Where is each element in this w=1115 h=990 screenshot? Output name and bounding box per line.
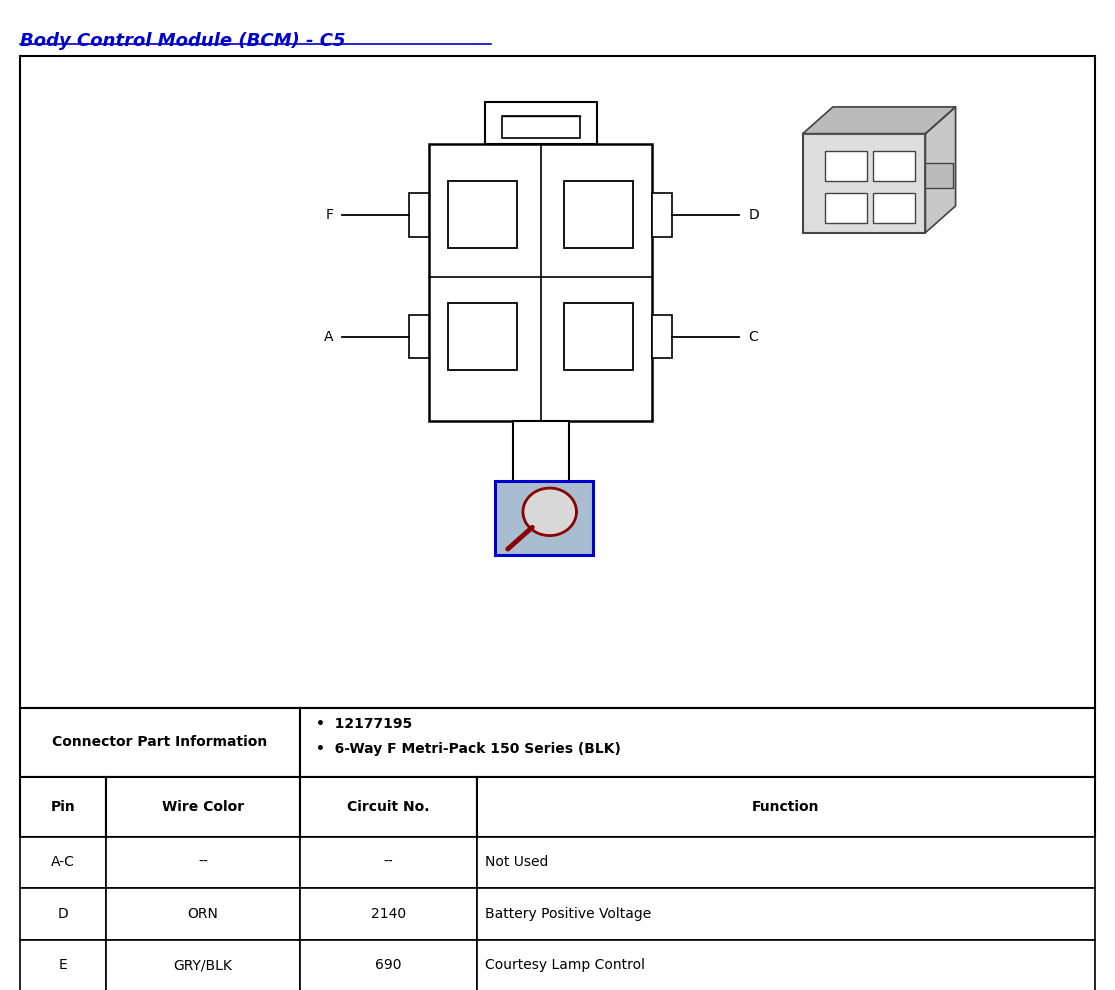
Text: 690: 690 bbox=[375, 958, 401, 972]
Bar bbox=[20, 940, 106, 990]
Bar bbox=[513, 421, 569, 485]
Bar bbox=[300, 777, 477, 837]
Bar bbox=[873, 151, 915, 181]
Bar bbox=[448, 181, 517, 248]
Text: E: E bbox=[59, 958, 67, 972]
Text: C: C bbox=[748, 330, 758, 344]
Bar bbox=[106, 888, 300, 940]
Circle shape bbox=[523, 488, 576, 536]
Bar bbox=[502, 116, 580, 138]
Bar bbox=[20, 888, 106, 940]
Bar bbox=[652, 315, 672, 358]
Text: 2140: 2140 bbox=[370, 907, 406, 921]
Polygon shape bbox=[803, 107, 956, 134]
Text: Function: Function bbox=[753, 800, 820, 814]
Text: A: A bbox=[323, 330, 333, 344]
Bar bbox=[495, 481, 593, 554]
Text: F: F bbox=[326, 208, 333, 222]
Text: •  6-Way F Metri-Pack 150 Series (BLK): • 6-Way F Metri-Pack 150 Series (BLK) bbox=[317, 742, 621, 755]
Text: Circuit No.: Circuit No. bbox=[347, 800, 429, 814]
Text: Battery Positive Voltage: Battery Positive Voltage bbox=[485, 907, 651, 921]
Text: Courtesy Lamp Control: Courtesy Lamp Control bbox=[485, 958, 644, 972]
Bar bbox=[652, 193, 672, 237]
Bar bbox=[485, 102, 597, 144]
Bar bbox=[409, 193, 429, 237]
Bar bbox=[803, 134, 925, 233]
Text: Wire Color: Wire Color bbox=[162, 800, 244, 814]
Bar bbox=[925, 163, 953, 188]
Bar bbox=[825, 151, 867, 181]
Bar bbox=[825, 193, 867, 223]
Bar bbox=[20, 777, 106, 837]
Text: Body Control Module (BCM) - C5: Body Control Module (BCM) - C5 bbox=[20, 32, 346, 50]
Bar bbox=[448, 303, 517, 370]
Bar bbox=[409, 315, 429, 358]
Bar bbox=[300, 940, 477, 990]
Text: •  12177195: • 12177195 bbox=[317, 718, 413, 732]
Text: A-C: A-C bbox=[51, 855, 75, 869]
Text: D: D bbox=[748, 208, 759, 222]
Text: --: -- bbox=[198, 855, 207, 869]
Bar bbox=[477, 837, 1095, 888]
Text: Not Used: Not Used bbox=[485, 855, 549, 869]
Bar bbox=[873, 193, 915, 223]
Bar bbox=[20, 708, 300, 777]
Polygon shape bbox=[925, 107, 956, 233]
Text: --: -- bbox=[384, 855, 394, 869]
Text: ORN: ORN bbox=[187, 907, 219, 921]
Text: Pin: Pin bbox=[50, 800, 76, 814]
Bar bbox=[20, 56, 1095, 708]
Bar bbox=[300, 837, 477, 888]
Bar bbox=[106, 940, 300, 990]
Bar bbox=[106, 777, 300, 837]
Bar bbox=[564, 303, 633, 370]
Bar bbox=[429, 144, 652, 421]
Bar bbox=[564, 181, 633, 248]
Text: D: D bbox=[58, 907, 68, 921]
Bar bbox=[20, 837, 106, 888]
Bar bbox=[477, 777, 1095, 837]
Bar bbox=[300, 708, 1095, 777]
Bar bbox=[477, 940, 1095, 990]
Text: GRY/BLK: GRY/BLK bbox=[173, 958, 232, 972]
Bar bbox=[300, 888, 477, 940]
Bar bbox=[106, 837, 300, 888]
Bar bbox=[477, 888, 1095, 940]
Text: Connector Part Information: Connector Part Information bbox=[52, 736, 268, 749]
